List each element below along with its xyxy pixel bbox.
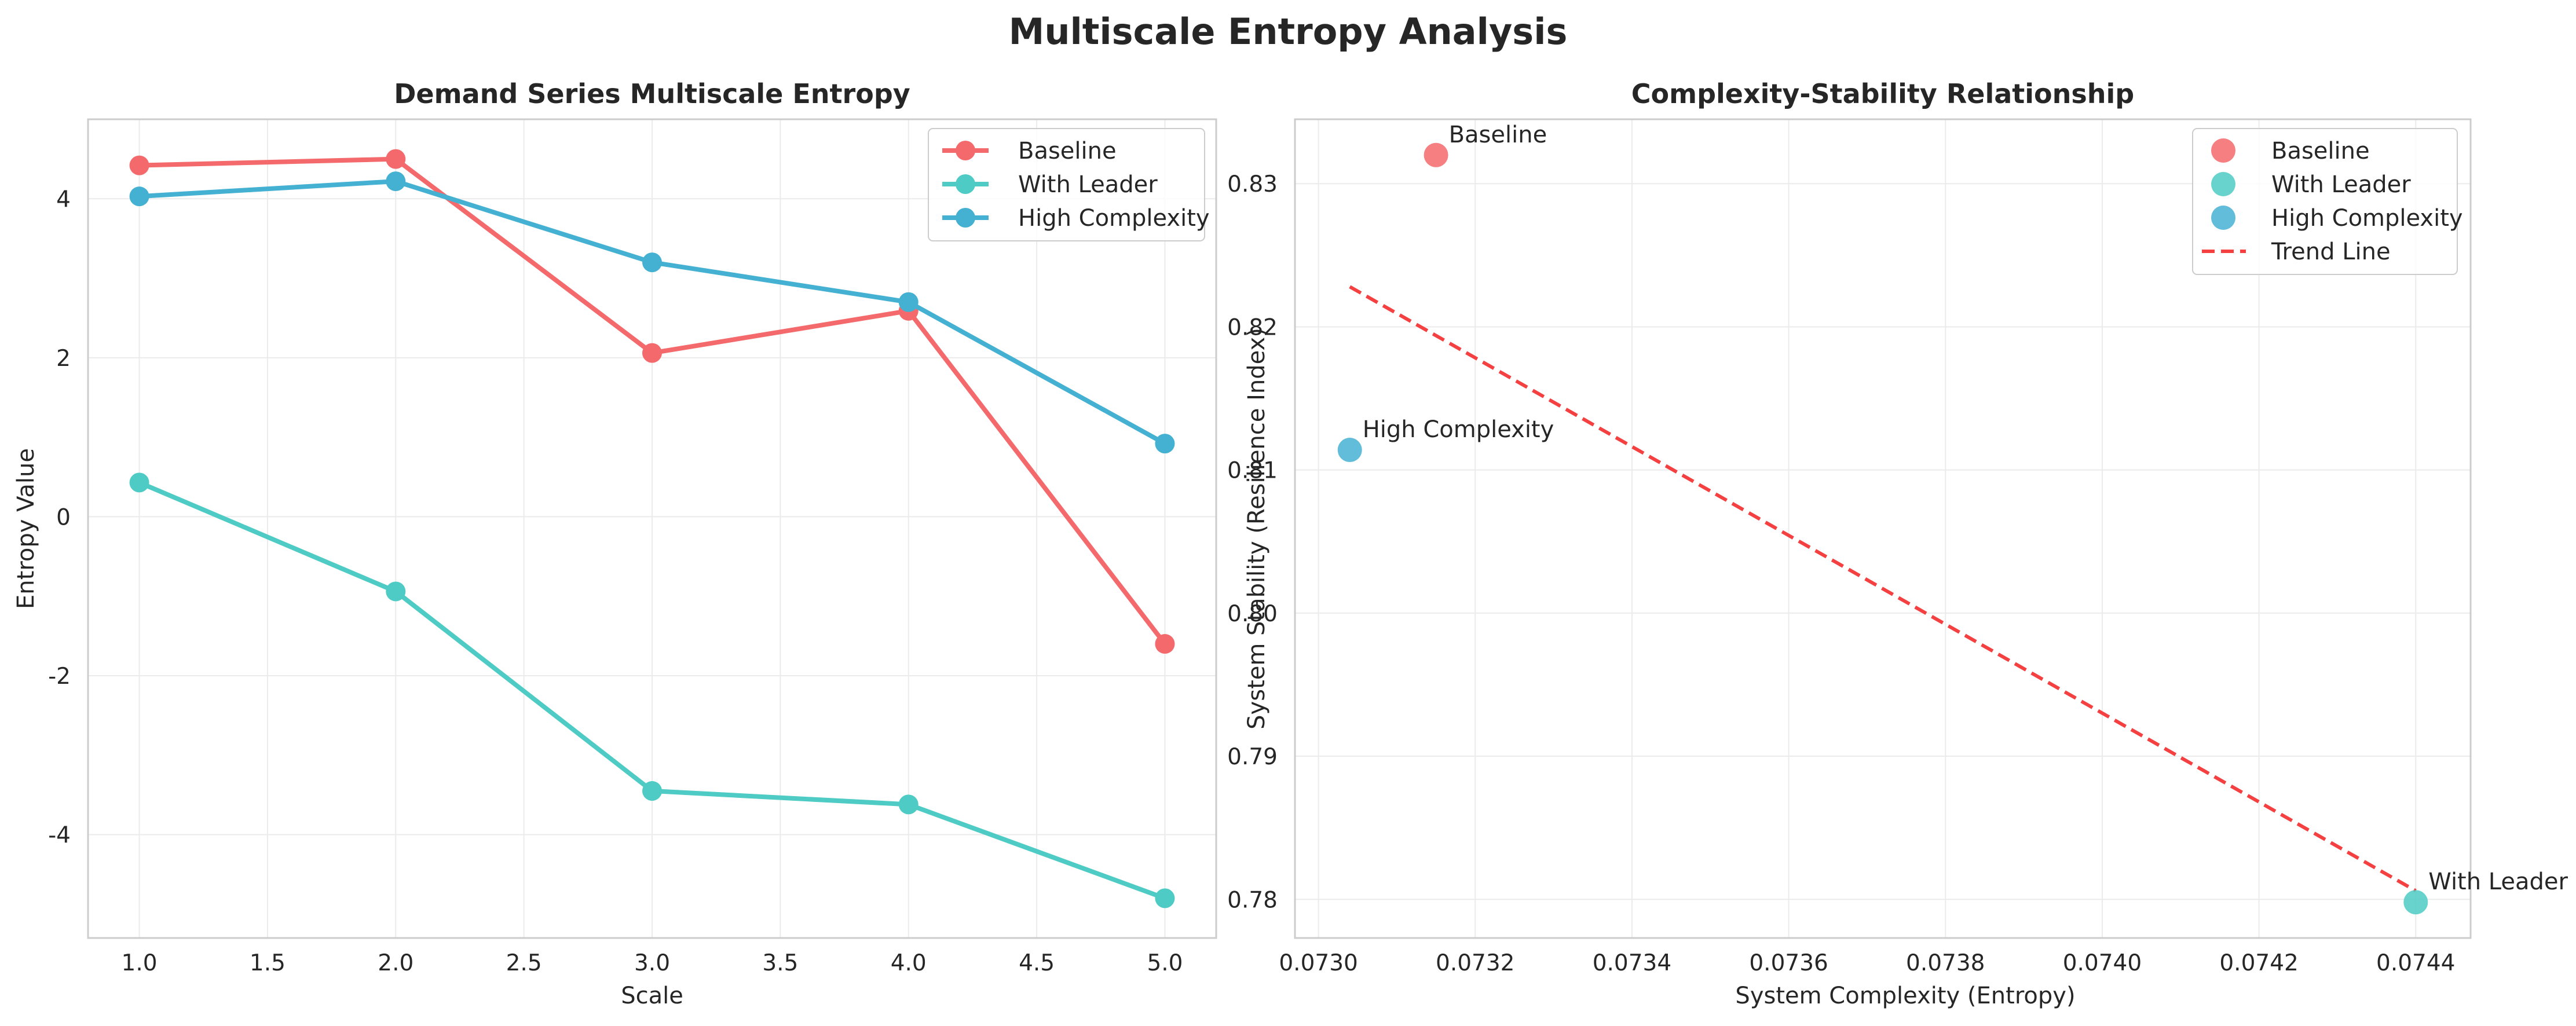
right-x-tick-label: 0.0740 bbox=[2063, 950, 2142, 976]
legend-label-baseline: Baseline bbox=[1018, 138, 1117, 164]
data-point-with-leader bbox=[898, 794, 919, 815]
right-chart-title: Complexity-Stability Relationship bbox=[1631, 78, 2134, 109]
left-x-tick-label: 5.0 bbox=[1147, 950, 1183, 976]
left-x-tick-label: 4.5 bbox=[1019, 950, 1055, 976]
right-y-tick-label: 0.78 bbox=[1227, 887, 1278, 913]
scatter-point-with-leader bbox=[2403, 890, 2428, 915]
legend-label-trend-line: Trend Line bbox=[2271, 239, 2391, 265]
right-x-tick-label: 0.0742 bbox=[2219, 950, 2298, 976]
figure-title: Multiscale Entropy Analysis bbox=[1009, 10, 1568, 53]
data-point-baseline bbox=[642, 343, 662, 363]
data-point-high-complexity bbox=[898, 292, 919, 312]
legend-label-with-leader: With Leader bbox=[1018, 171, 1158, 198]
left-chart-ticks: 1.0 1.5 2.0 2.5 3.0 3.5 4.0 4.5 5.0 -4 -2 0 2 4 bbox=[48, 186, 1183, 976]
left-x-tick-label: 2.5 bbox=[506, 950, 542, 976]
left-chart-ylabel: Entropy Value bbox=[13, 448, 39, 609]
legend-marker-high-complexity bbox=[956, 208, 975, 228]
scatter-point-baseline bbox=[1424, 142, 1448, 167]
scatter-point-high-complexity bbox=[1337, 438, 1362, 463]
point-annotation-baseline: Baseline bbox=[1449, 122, 1547, 148]
legend-marker-baseline bbox=[956, 141, 975, 160]
left-y-tick-label: -2 bbox=[48, 664, 71, 690]
left-chart-xlabel: Scale bbox=[621, 983, 683, 1009]
right-chart: 0.0730 0.0732 0.0734 0.0736 0.0738 0.0740 0.07… bbox=[1227, 78, 2568, 1009]
legend-marker-with-leader bbox=[2211, 172, 2235, 196]
right-legend-box bbox=[2192, 128, 2458, 275]
data-point-baseline bbox=[129, 155, 149, 175]
data-point-baseline bbox=[1155, 634, 1175, 654]
data-point-with-leader bbox=[642, 781, 662, 801]
left-x-tick-label: 1.0 bbox=[122, 950, 158, 976]
legend-label-high-complexity: High Complexity bbox=[2271, 205, 2463, 232]
left-y-tick-label: 2 bbox=[56, 346, 71, 372]
legend-marker-high-complexity bbox=[2211, 206, 2235, 230]
right-chart-frame bbox=[1294, 118, 2472, 939]
legend-marker-with-leader bbox=[956, 174, 975, 194]
left-y-tick-label: -4 bbox=[48, 823, 71, 849]
legend-marker-baseline bbox=[2211, 138, 2235, 163]
left-y-tick-label: 4 bbox=[56, 186, 71, 212]
right-y-tick-label: 0.79 bbox=[1227, 744, 1278, 770]
right-y-tick-label: 0.82 bbox=[1227, 314, 1278, 340]
left-chart-frame bbox=[87, 118, 1217, 939]
left-y-tick-label: 0 bbox=[56, 504, 71, 530]
left-chart-series bbox=[129, 149, 1175, 908]
data-point-with-leader bbox=[1155, 888, 1175, 908]
left-chart-grid bbox=[88, 119, 1216, 938]
data-point-high-complexity bbox=[129, 186, 149, 207]
left-chart: 1.0 1.5 2.0 2.5 3.0 3.5 4.0 4.5 5.0 -4 -2 0 2 4 Deman… bbox=[13, 78, 1217, 1009]
right-x-tick-label: 0.0732 bbox=[1436, 950, 1514, 976]
trend-line bbox=[1349, 285, 2417, 893]
right-x-tick-label: 0.0736 bbox=[1749, 950, 1828, 976]
data-point-high-complexity bbox=[642, 252, 662, 273]
right-chart-legend: Baseline With Leader High Complexity Trend … bbox=[2192, 128, 2463, 275]
data-point-high-complexity bbox=[1155, 434, 1175, 454]
data-point-high-complexity bbox=[386, 171, 406, 192]
left-legend-box bbox=[928, 128, 1205, 241]
right-chart-marks: Baseline With Leader High Complexity bbox=[1337, 122, 2568, 915]
point-annotation-high-complexity: High Complexity bbox=[1363, 416, 1554, 443]
legend-label-with-leader: With Leader bbox=[2271, 171, 2411, 198]
right-x-tick-label: 0.0744 bbox=[2376, 950, 2455, 976]
right-x-tick-label: 0.0738 bbox=[1906, 950, 1985, 976]
right-chart-ticks: 0.0730 0.0732 0.0734 0.0736 0.0738 0.0740 0.07… bbox=[1227, 171, 2455, 976]
left-x-tick-label: 4.0 bbox=[891, 950, 927, 976]
left-chart-legend: Baseline With Leader High Complexity bbox=[928, 128, 1210, 241]
left-x-tick-label: 3.0 bbox=[634, 950, 670, 976]
right-y-tick-label: 0.80 bbox=[1227, 601, 1278, 627]
right-y-tick-label: 0.81 bbox=[1227, 458, 1278, 484]
right-chart-xlabel: System Complexity (Entropy) bbox=[1735, 983, 2075, 1009]
right-x-tick-label: 0.0730 bbox=[1279, 950, 1357, 976]
right-y-tick-label: 0.83 bbox=[1227, 171, 1278, 197]
legend-label-baseline: Baseline bbox=[2271, 138, 2370, 164]
right-chart-ylabel: System Stability (Resilience Index) bbox=[1243, 328, 1270, 730]
point-annotation-with-leader: With Leader bbox=[2428, 869, 2568, 895]
data-point-with-leader bbox=[386, 581, 406, 602]
left-x-tick-label: 3.5 bbox=[762, 950, 798, 976]
left-chart-title: Demand Series Multiscale Entropy bbox=[394, 78, 910, 109]
data-point-baseline bbox=[386, 149, 406, 169]
left-x-tick-label: 2.0 bbox=[378, 950, 414, 976]
left-x-tick-label: 1.5 bbox=[250, 950, 286, 976]
right-x-tick-label: 0.0734 bbox=[1593, 950, 1671, 976]
data-point-with-leader bbox=[129, 472, 149, 493]
legend-label-high-complexity: High Complexity bbox=[1018, 205, 1210, 232]
